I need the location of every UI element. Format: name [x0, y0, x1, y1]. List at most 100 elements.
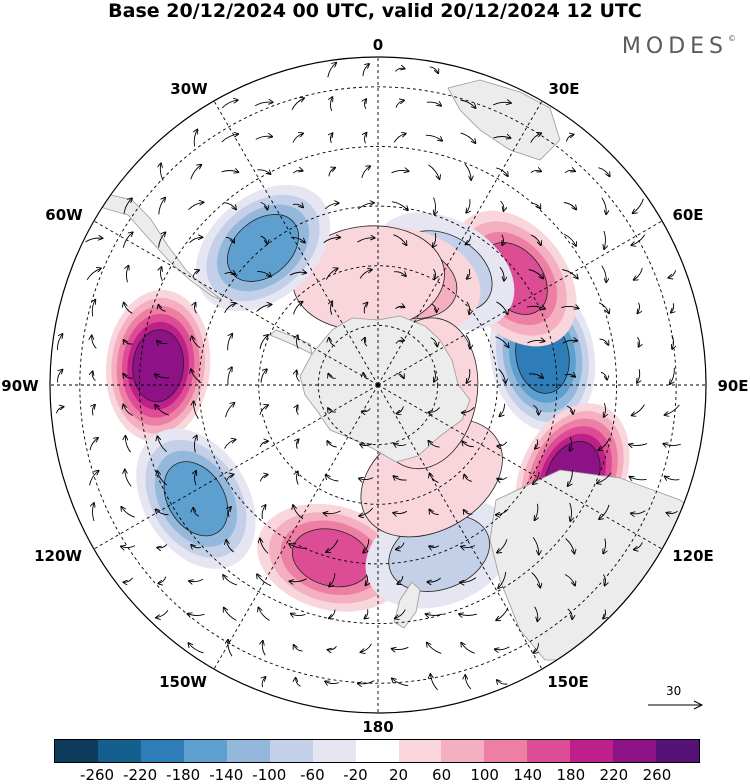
wind-vector [296, 678, 301, 687]
wind-vector [535, 503, 538, 520]
wind-vector [123, 198, 132, 214]
wind-vector [257, 574, 272, 587]
wind-vector [632, 404, 645, 416]
wind-vector [629, 477, 647, 480]
wind-vector [459, 614, 478, 616]
wind-vector [530, 170, 541, 173]
map-border [49, 56, 707, 714]
latitude-circle [317, 324, 439, 446]
wind-vector [188, 202, 204, 211]
wind-vector [158, 576, 167, 584]
wind-vector [194, 436, 196, 453]
wind-vector [497, 476, 508, 479]
wind-vector [466, 199, 470, 213]
wind-vector [604, 402, 606, 417]
wind-vector [394, 444, 407, 446]
wind-vector [327, 441, 337, 448]
wind-vector [291, 237, 305, 242]
wind-vector [500, 200, 504, 211]
wind-vector [89, 438, 98, 451]
wind-vector [465, 675, 472, 690]
wind-vector [330, 97, 332, 112]
wind-vector [427, 577, 441, 582]
wind-vector [226, 540, 234, 553]
wind-vector [257, 270, 271, 276]
wind-vectors [55, 63, 681, 691]
wind-vector [429, 510, 439, 515]
wind-vector [564, 170, 575, 174]
wind-vector [223, 202, 236, 210]
wind-vector [362, 408, 371, 412]
colorbar-tick-label: 100 [470, 766, 499, 784]
colorbar-swatch [140, 740, 184, 762]
wind-vector [86, 268, 101, 280]
latitude-circle [258, 265, 498, 505]
wind-vector [155, 374, 170, 378]
wind-vector [533, 471, 540, 484]
wind-vector [92, 336, 97, 349]
colorbar-tick-label: -100 [252, 766, 287, 784]
wind-vector [191, 369, 202, 384]
meridian-line [213, 384, 379, 670]
lon-label-30e: 30E [548, 80, 580, 98]
wind-vector [671, 303, 674, 312]
wind-vector [330, 133, 332, 143]
wind-vector [126, 266, 128, 283]
wind-vector [601, 265, 606, 283]
wind-vector [467, 268, 470, 279]
wind-vector [462, 406, 475, 412]
wind-vector [158, 198, 165, 215]
wind-vector [194, 401, 199, 419]
wind-vector [326, 475, 339, 482]
wind-vector [364, 133, 366, 144]
wind-vector [497, 441, 508, 446]
wind-vector [361, 643, 372, 652]
wind-vector [121, 546, 136, 548]
colorbar-swatch [656, 740, 700, 762]
wind-vector [603, 538, 605, 554]
wind-vector [425, 134, 442, 141]
colorbar-tick-label: 180 [556, 766, 586, 784]
wind-vector [392, 201, 408, 211]
wind-vector [637, 302, 639, 314]
australia [489, 469, 706, 661]
latitude-circle [139, 146, 617, 624]
wind-vector [57, 334, 62, 351]
wind-vector [224, 272, 236, 274]
wind-vector [431, 303, 437, 312]
wind-vector [290, 578, 307, 582]
wind-vector [535, 439, 538, 448]
wind-vector [392, 678, 409, 687]
new-zealand [393, 581, 421, 629]
wind-vector [364, 303, 367, 314]
wind-vector [123, 577, 133, 582]
wind-vector [262, 677, 265, 688]
wind-vector [634, 267, 643, 280]
wind-vector [395, 68, 404, 72]
meridian-line [213, 100, 379, 386]
wind-vector [292, 133, 303, 143]
wind-vector [633, 198, 644, 213]
wind-vector [496, 301, 507, 314]
wind-vector [363, 373, 369, 380]
wind-vector [461, 643, 475, 654]
wind-vector [123, 374, 133, 378]
wind-vector [357, 203, 374, 210]
reference-vector: 30 [646, 684, 706, 714]
wind-vector [603, 609, 606, 619]
wind-vector [460, 132, 476, 143]
wind-vector [530, 234, 541, 245]
wind-vector [600, 371, 607, 380]
wind-vector [330, 301, 332, 315]
wind-vector [462, 441, 474, 448]
wind-vector [601, 197, 606, 214]
wind-vector [603, 574, 605, 586]
wind-vector [598, 437, 611, 450]
lon-label-120w: 120W [34, 547, 82, 565]
colorbar-swatch [527, 740, 571, 762]
wind-vector [156, 610, 169, 617]
wind-vector [195, 471, 197, 486]
wind-vector [227, 334, 233, 351]
wind-vector [562, 269, 578, 279]
wind-vector [89, 471, 99, 486]
